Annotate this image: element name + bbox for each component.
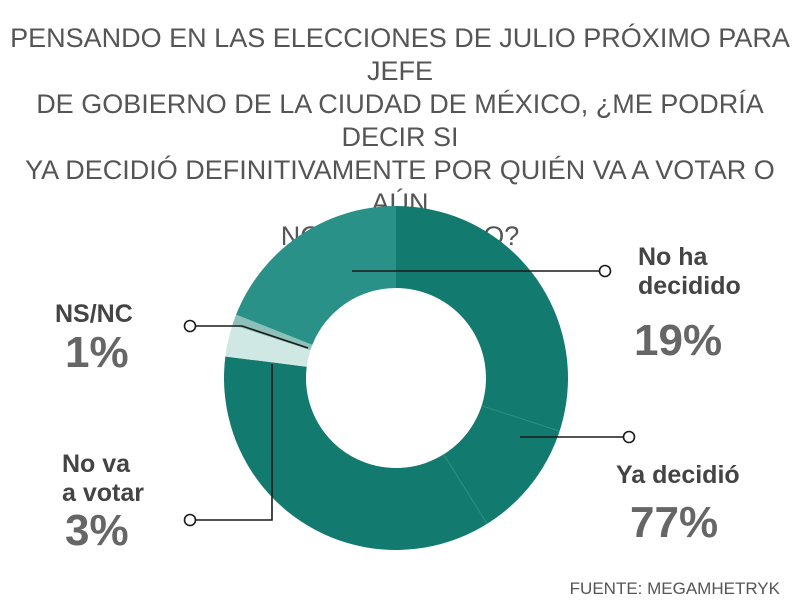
label-no-ha-decidido: No ha decidido [638,243,741,300]
value-ns-nc: 1% [65,328,129,377]
label-no-va-a-votar: No va a votar [62,450,144,507]
value-no-ha-decidido: 19% [634,316,723,365]
value-ya-decidio: 77% [630,498,719,547]
value-no-va-a-votar: 3% [65,506,129,555]
source-note: FUENTE: MEGAMHETRYK [569,579,780,598]
leader-no-va-a-votar [190,364,273,521]
leader-no-ha-decidido-dot [598,264,612,278]
label-ya-decidio: Ya decidió [616,461,740,489]
slice-divider [481,405,560,432]
slice-ns-nc [232,314,313,351]
slice-no-va-a-votar [225,324,311,367]
label-ns-nc: NS/NC [55,300,133,328]
slice-divider [443,454,488,525]
slice-ya-decidio [224,206,569,550]
slice-no-ha-decidido [236,206,396,345]
leader-ya-decidio-dot [622,430,636,444]
leader-ns-nc-dot [183,319,197,333]
leader-no-va-a-votar-dot [183,513,197,527]
leader-ns-nc [190,325,309,349]
